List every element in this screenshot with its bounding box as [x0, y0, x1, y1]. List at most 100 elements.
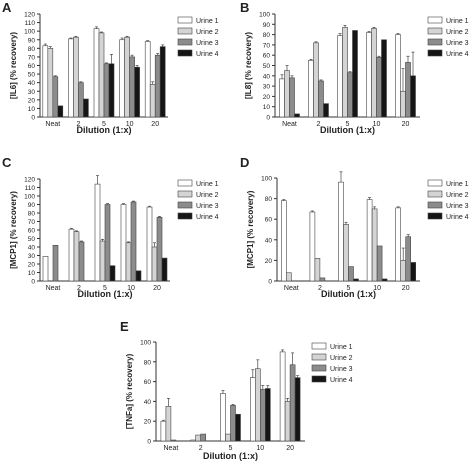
legend-label: Urine 3 — [196, 40, 219, 47]
legend-swatch — [427, 212, 443, 220]
y-tick-label: 0 — [31, 279, 35, 286]
bar — [104, 204, 111, 282]
legend-swatch — [177, 201, 193, 209]
legend-swatch — [427, 190, 443, 198]
legend-label: Urine 3 — [446, 40, 469, 47]
legend-label: Urine 1 — [446, 18, 469, 25]
x-axis-label: Dilution (1:x) — [321, 289, 376, 299]
bar — [347, 72, 353, 118]
bar — [342, 27, 348, 118]
legend-swatch — [311, 364, 327, 372]
y-tick-label: 80 — [144, 359, 152, 366]
x-tick-label: Neat — [45, 121, 60, 128]
bar — [119, 39, 125, 118]
bar — [170, 439, 177, 442]
bar — [225, 433, 231, 442]
x-tick-label: 2 — [318, 285, 322, 292]
y-tick-label: 90 — [263, 22, 271, 29]
y-tick-label: 30 — [28, 89, 36, 96]
y-tick-label: 20 — [144, 419, 152, 426]
x-tick-label: Neat — [282, 121, 297, 128]
bar — [57, 105, 64, 118]
x-tick-label: Neat — [46, 285, 61, 292]
bar — [124, 36, 130, 118]
y-tick-label: 100 — [140, 340, 151, 347]
y-tick-label: 40 — [265, 237, 273, 244]
legend-label: Urine 3 — [196, 203, 219, 210]
bar — [120, 204, 127, 282]
y-tick-label: 10 — [28, 270, 36, 277]
y-tick-label: 0 — [147, 439, 151, 446]
bar — [371, 208, 378, 282]
legend-label: Urine 2 — [196, 29, 219, 36]
x-tick-label: 5 — [103, 285, 107, 292]
y-tick-label: 110 — [25, 185, 36, 192]
y-tick-label: 0 — [31, 115, 35, 122]
legend-label: Urine 3 — [330, 366, 353, 373]
bar — [195, 434, 201, 442]
bar — [410, 262, 417, 282]
y-tick-label: 60 — [28, 63, 36, 70]
legend-swatch — [311, 353, 327, 361]
bar — [78, 82, 84, 118]
y-axis-label: [MCP1] (% recovery) — [246, 190, 255, 268]
x-axis-label: Dilution (1:x) — [77, 125, 132, 135]
x-axis-label: Dilution (1:x) — [320, 125, 375, 135]
bar — [47, 48, 54, 118]
legend-label: Urine 3 — [446, 203, 469, 210]
panel-letter: B — [240, 0, 249, 15]
bar — [165, 406, 172, 442]
legend-swatch — [177, 179, 193, 187]
y-axis-label: [IL8] (% recovery) — [244, 32, 253, 99]
x-tick-label: 20 — [151, 121, 159, 128]
x-tick-label: 5 — [102, 121, 106, 128]
chart-panel-d: D 0 20 40 60 80 100 [MCP1] (% recovery) Dilution… — [240, 155, 469, 299]
panel-letter: C — [2, 155, 12, 170]
y-tick-label: 70 — [263, 42, 271, 49]
bar — [338, 181, 344, 282]
x-tick-label: 2 — [76, 121, 80, 128]
bar — [284, 401, 291, 442]
y-tick-label: 60 — [263, 53, 271, 60]
y-tick-label: 80 — [28, 211, 36, 218]
bar — [284, 70, 290, 118]
legend-label: Urine 2 — [446, 29, 469, 36]
y-tick-label: 0 — [268, 279, 272, 286]
y-tick-label: 100 — [24, 29, 35, 36]
y-tick-label: 80 — [263, 32, 271, 39]
bar — [73, 36, 79, 118]
y-tick-label: 50 — [263, 63, 271, 70]
bar — [103, 63, 110, 118]
legend-swatch — [177, 49, 193, 57]
legend-swatch — [427, 201, 443, 209]
bar — [376, 245, 383, 282]
bar — [405, 62, 411, 118]
bar — [83, 98, 89, 118]
bar — [94, 183, 101, 282]
chart-panel-b: B 0 10 20 30 40 50 60 70 80 90 100 [IL8] (% recovery… — [240, 0, 469, 135]
bar — [151, 246, 158, 282]
legend-label: Urine 1 — [446, 181, 469, 188]
y-tick-label: 80 — [28, 46, 36, 53]
y-tick-label: 10 — [263, 104, 271, 111]
y-tick-label: 40 — [144, 399, 152, 406]
legend-label: Urine 1 — [330, 344, 353, 351]
x-tick-label: 5 — [347, 285, 351, 292]
legend-label: Urine 2 — [446, 192, 469, 199]
bar — [109, 265, 116, 282]
bar — [294, 377, 301, 442]
bar — [129, 56, 135, 118]
legend-swatch — [311, 342, 327, 350]
bar — [314, 258, 321, 282]
y-tick-label: 120 — [24, 177, 35, 184]
y-tick-label: 20 — [265, 258, 273, 265]
y-tick-label: 100 — [261, 176, 272, 183]
bar — [159, 46, 166, 118]
bar — [405, 236, 412, 282]
bar — [323, 103, 329, 118]
bar — [279, 78, 285, 118]
bar — [42, 45, 49, 118]
legend-swatch — [311, 375, 327, 383]
